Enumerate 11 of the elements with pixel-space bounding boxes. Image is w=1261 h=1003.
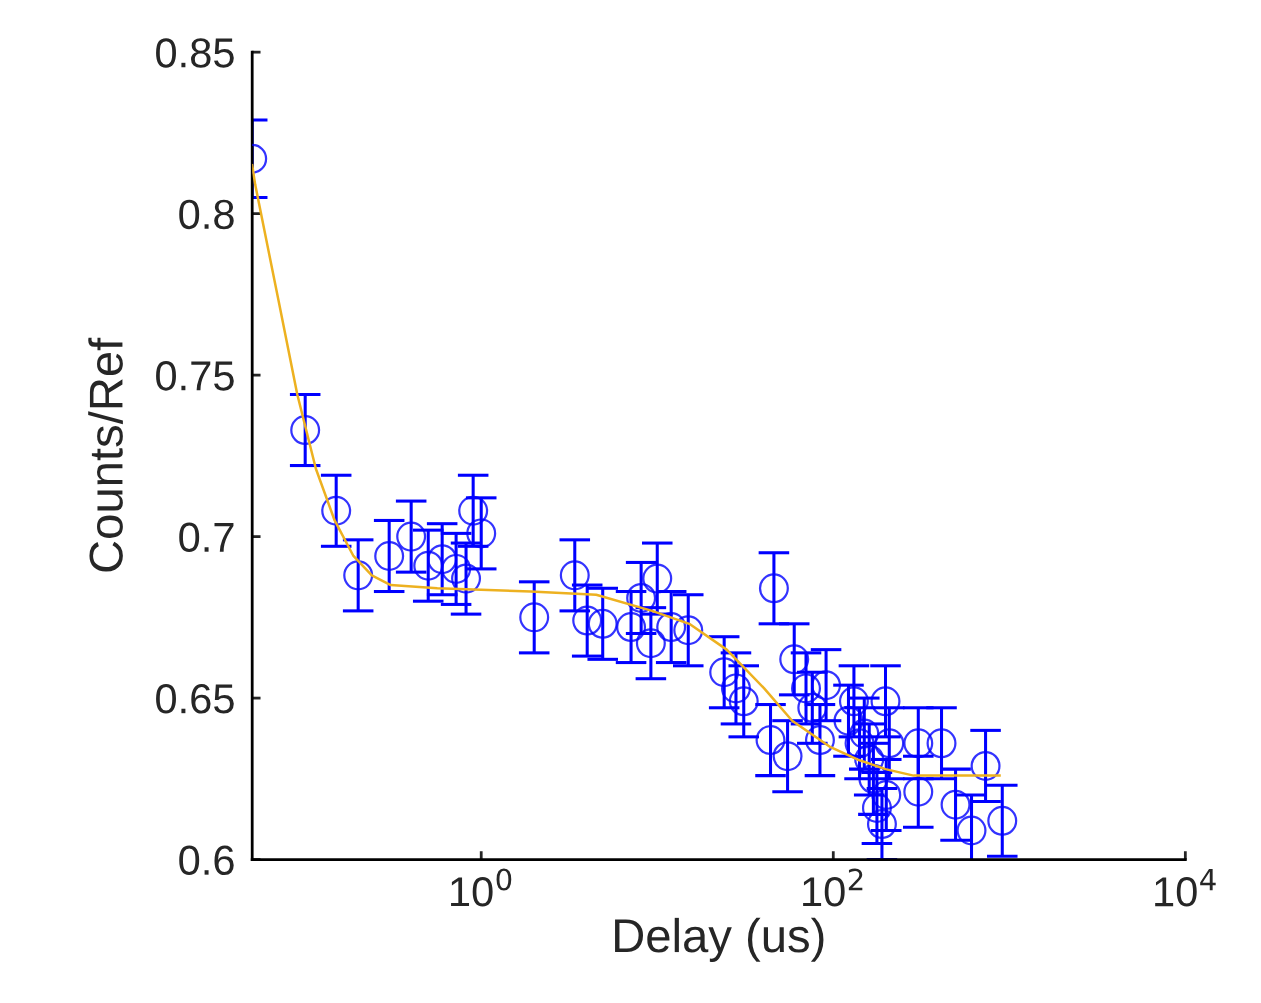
- y-tick-label: 0.6: [179, 845, 234, 876]
- y-tick-label: 0.8: [179, 199, 234, 230]
- y-tick-label: 0.7: [179, 522, 234, 553]
- x-tick-label: 10$^{4}$: [1155, 868, 1216, 907]
- x-tick-label: 10$^{0}$: [451, 868, 512, 907]
- y-tick-label: 0.75: [156, 361, 234, 391]
- x-tick-label: 10$^{2}$: [803, 868, 863, 907]
- y-tick-label: 0.65: [156, 684, 234, 714]
- y-axis-title: Counts/Ref: [88, 337, 123, 572]
- x-axis-title: Delay (us): [615, 917, 824, 962]
- y-tick-label: 0.85: [156, 38, 234, 68]
